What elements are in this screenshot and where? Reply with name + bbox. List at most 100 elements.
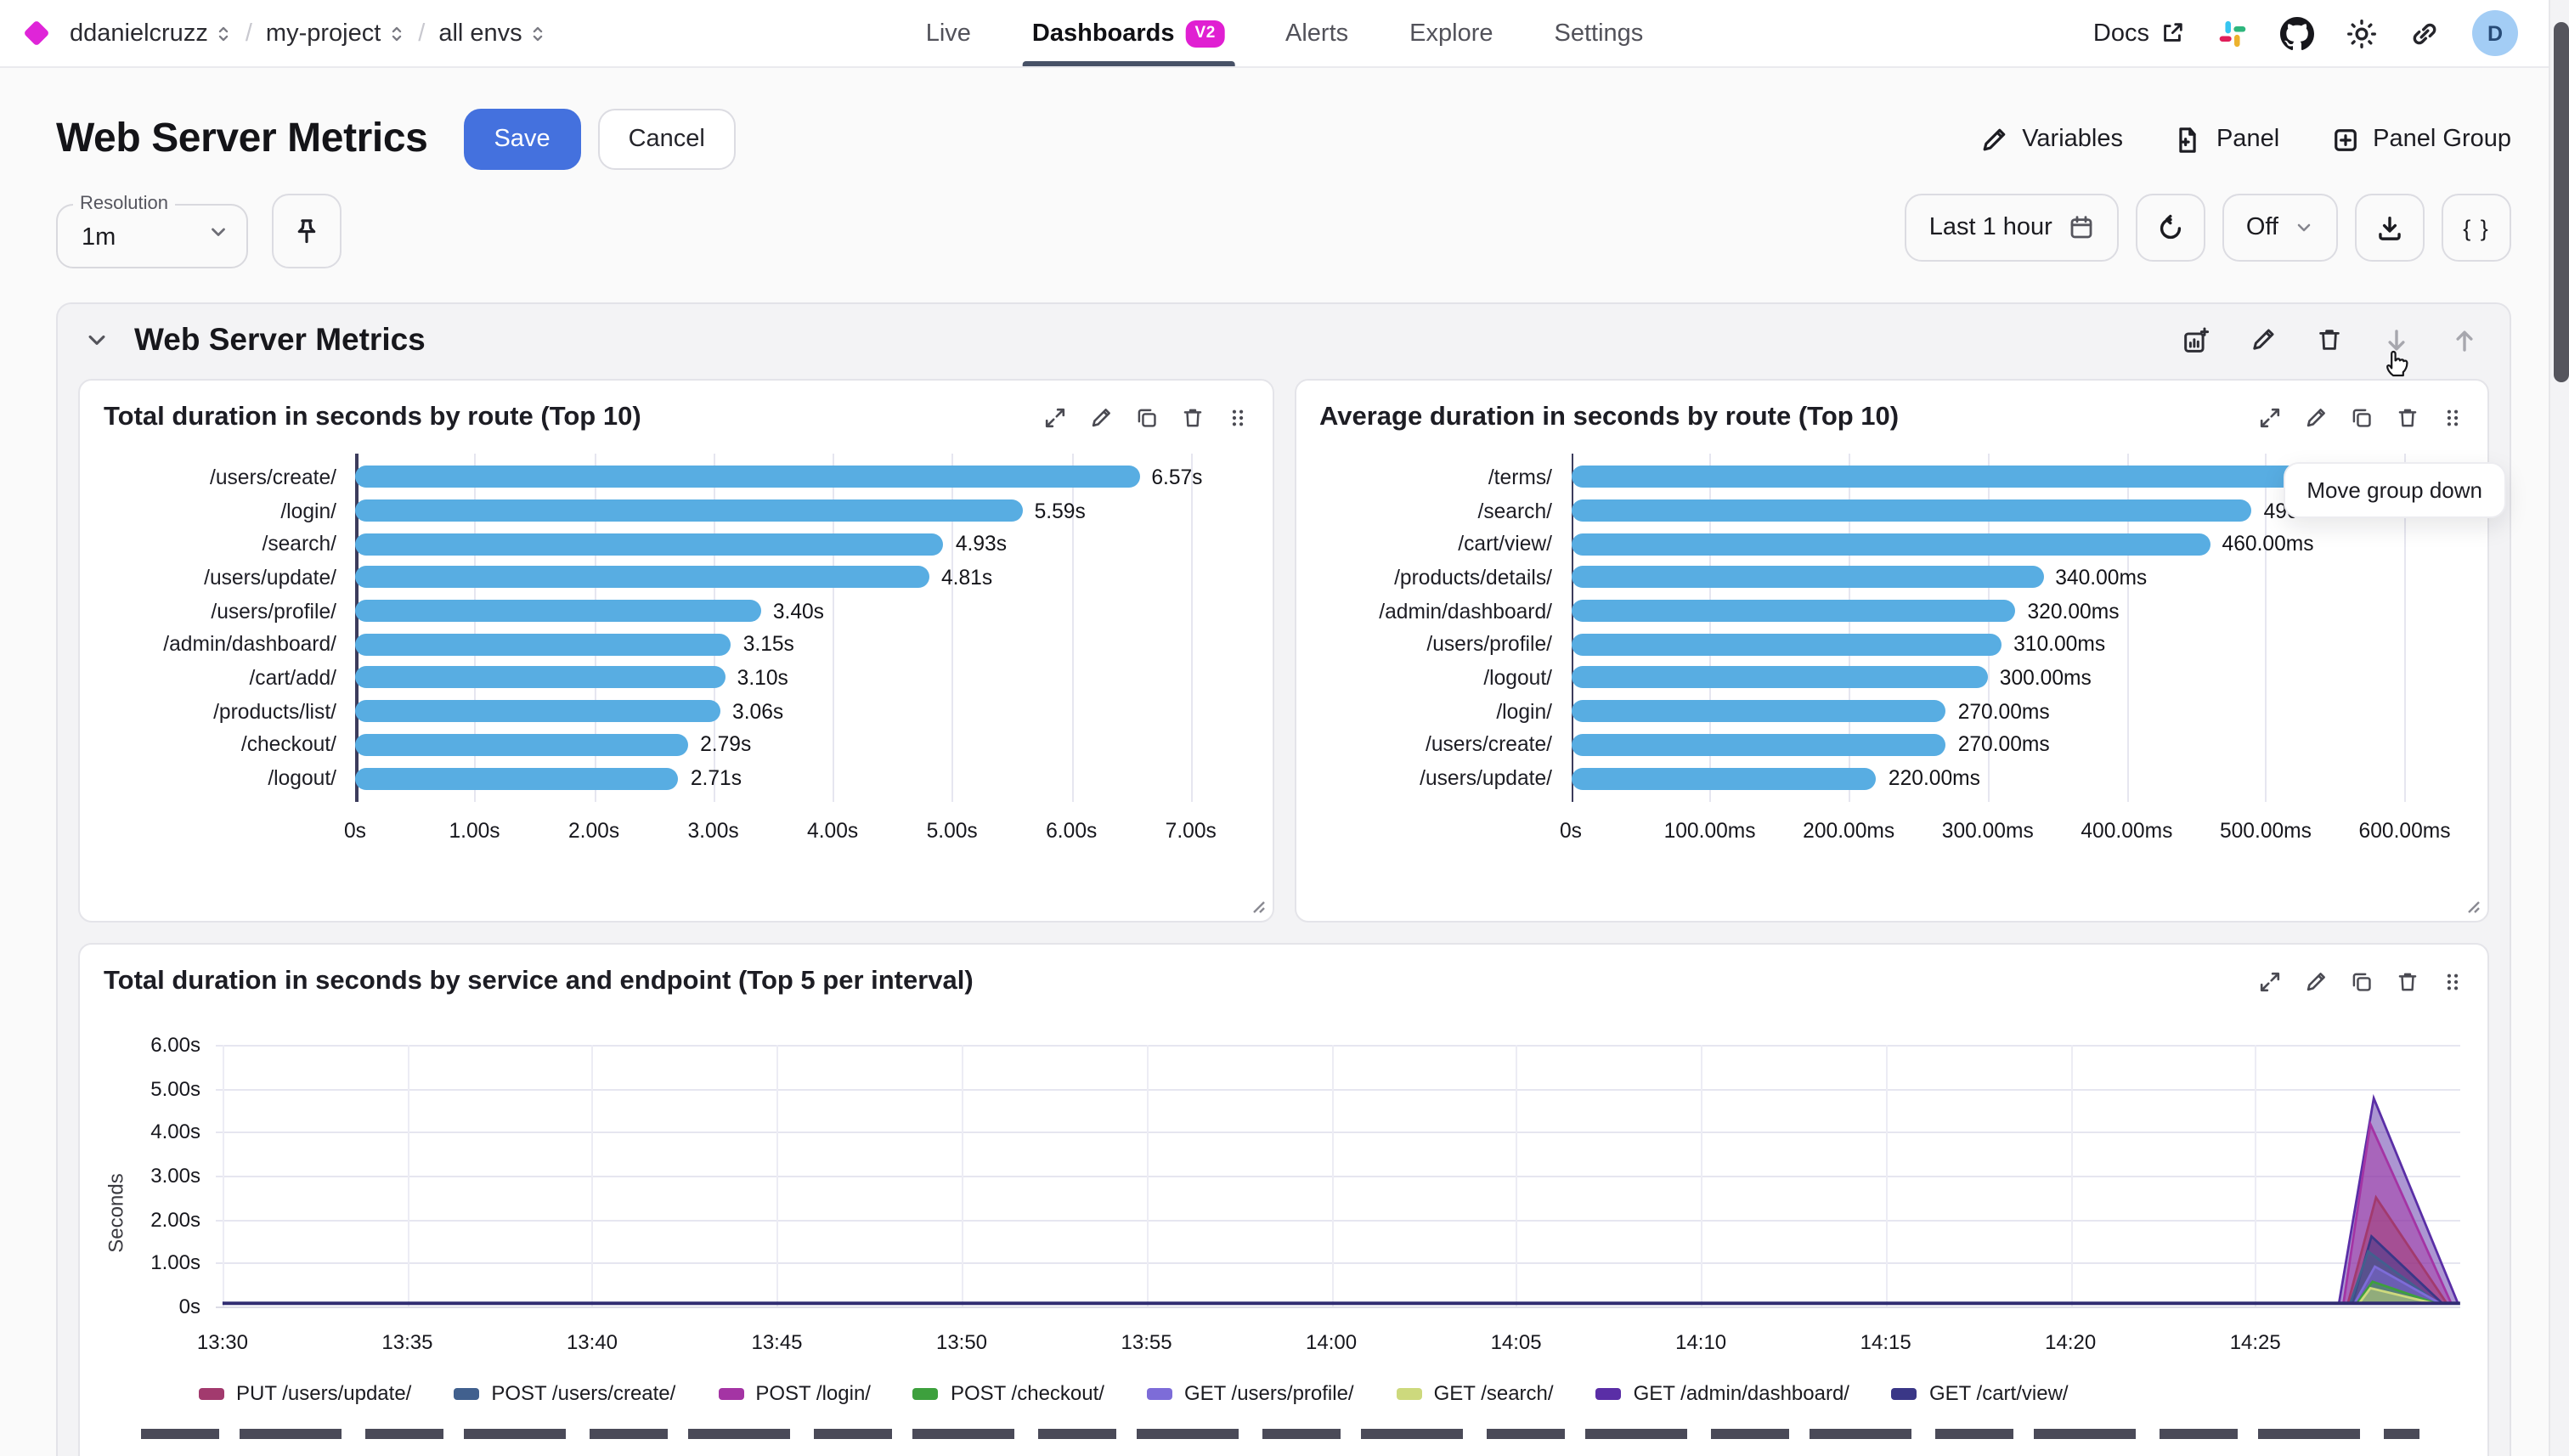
bar[interactable]: 2.79s: [355, 733, 751, 757]
breadcrumb-org-selector[interactable]: ddanielcruzz: [70, 20, 232, 47]
drag-panel-handle[interactable]: [2442, 406, 2464, 430]
bar[interactable]: 340.00ms: [1571, 566, 2147, 590]
bar[interactable]: 3.40s: [355, 599, 824, 623]
bar[interactable]: 3.06s: [355, 699, 783, 723]
bar-value-label: 460.00ms: [2222, 532, 2314, 556]
refresh-button[interactable]: [2135, 194, 2205, 262]
save-button[interactable]: Save: [463, 109, 581, 170]
delete-panel-button[interactable]: [2396, 970, 2419, 994]
expand-panel-button[interactable]: [2258, 406, 2282, 430]
bar[interactable]: 270.00ms: [1571, 733, 2050, 757]
time-range-button[interactable]: Last 1 hour: [1905, 194, 2119, 262]
bar[interactable]: 3.10s: [355, 666, 788, 690]
expand-icon: [2260, 408, 2280, 428]
bar-category-label: /admin/dashboard/: [163, 632, 336, 657]
github-button[interactable]: [2280, 16, 2314, 50]
edit-group-button[interactable]: [2250, 326, 2277, 353]
braces-icon: { }: [2463, 215, 2490, 240]
user-avatar[interactable]: D: [2472, 10, 2518, 56]
legend-item[interactable]: GET /admin/dashboard/: [1595, 1381, 1849, 1405]
bar[interactable]: 460.00ms: [1571, 532, 2314, 556]
drag-panel-handle[interactable]: [2442, 970, 2464, 994]
legend-item[interactable]: POST /login/: [718, 1381, 871, 1405]
tab-live[interactable]: Live: [925, 20, 971, 47]
move-group-down-button[interactable]: [2382, 325, 2411, 354]
breadcrumb-env-label: all envs: [438, 20, 522, 47]
tab-settings[interactable]: Settings: [1554, 20, 1644, 47]
collapse-chevron-icon[interactable]: [85, 328, 109, 352]
delete-panel-button[interactable]: [1180, 406, 1204, 430]
legend-item[interactable]: GET /users/profile/: [1146, 1381, 1354, 1405]
bar[interactable]: 300.00ms: [1571, 666, 2092, 690]
panel-duration-by-service-endpoint: Total duration in seconds by service and…: [78, 943, 2489, 1456]
move-group-up-button[interactable]: [2450, 325, 2479, 354]
bar-category-label: /admin/dashboard/: [1379, 599, 1552, 624]
tab-explore[interactable]: Explore: [1409, 20, 1493, 47]
expand-panel-button[interactable]: [2258, 970, 2282, 994]
bar[interactable]: 6.57s: [355, 466, 1203, 489]
bar[interactable]: 4.81s: [355, 566, 992, 590]
axis-tick-label: 6.00s: [1046, 818, 1098, 843]
share-link-button[interactable]: [2409, 18, 2440, 48]
resolution-select[interactable]: Resolution 1m: [56, 194, 248, 268]
add-panel-to-group-button[interactable]: [2182, 325, 2210, 354]
tab-dashboards[interactable]: Dashboards V2: [1021, 0, 1235, 66]
legend-item[interactable]: POST /users/create/: [454, 1381, 675, 1405]
pin-button[interactable]: [272, 194, 342, 268]
panel-resize-handle[interactable]: [1248, 897, 1265, 914]
export-button[interactable]: [2355, 194, 2425, 262]
delete-group-button[interactable]: [2316, 326, 2343, 353]
duplicate-panel-button[interactable]: [2350, 970, 2374, 994]
delete-panel-button[interactable]: [2396, 406, 2419, 430]
bar[interactable]: 3.15s: [355, 633, 794, 657]
header-actions: Variables Panel Panel Group: [1979, 125, 2511, 154]
file-plus-icon: [2180, 127, 2197, 152]
legend-item[interactable]: GET /search/: [1396, 1381, 1554, 1405]
bar[interactable]: 270.00ms: [1571, 699, 2050, 723]
bar[interactable]: 320.00ms: [1571, 599, 2120, 623]
cancel-button[interactable]: Cancel: [597, 109, 736, 170]
bar[interactable]: 4.93s: [355, 532, 1007, 556]
theme-toggle-button[interactable]: [2346, 18, 2377, 48]
legend-item[interactable]: POST /checkout/: [912, 1381, 1104, 1405]
bar[interactable]: 310.00ms: [1571, 633, 2105, 657]
bar-row: /cart/add/3.10s: [104, 661, 1245, 694]
bar[interactable]: 2.71s: [355, 766, 742, 790]
variables-button[interactable]: Variables: [1979, 125, 2123, 154]
breadcrumb-project-selector[interactable]: my-project: [266, 20, 404, 47]
add-panel-button[interactable]: Panel: [2174, 125, 2279, 154]
tab-alerts[interactable]: Alerts: [1285, 20, 1349, 47]
legend-item[interactable]: GET /cart/view/: [1891, 1381, 2069, 1405]
pencil-icon: [2253, 329, 2274, 350]
vertical-scrollbar[interactable]: [2549, 0, 2569, 1456]
breadcrumb-env-selector[interactable]: all envs: [438, 20, 545, 47]
docs-link[interactable]: Docs: [2093, 20, 2185, 47]
duplicate-panel-button[interactable]: [2350, 406, 2374, 430]
bar-row: /logout/2.71s: [104, 761, 1245, 794]
bar[interactable]: 5.59s: [355, 499, 1086, 522]
bar[interactable]: 220.00ms: [1571, 766, 1980, 790]
expand-panel-button[interactable]: [1042, 406, 1066, 430]
edit-panel-button[interactable]: [2304, 970, 2328, 994]
json-view-button[interactable]: { }: [2442, 194, 2511, 262]
bar[interactable]: 490.00ms: [1571, 499, 2356, 522]
edit-panel-button[interactable]: [2304, 406, 2328, 430]
timeseries-chart: Seconds 0s 1.00s 2.00s 3.00s 4.00s 5.00s 6.00s…: [80, 1004, 2487, 1405]
scrollbar-thumb[interactable]: [2553, 22, 2568, 382]
add-panel-group-button[interactable]: Panel Group: [2330, 125, 2511, 154]
timeseries-series-layer: [222, 1093, 2460, 1306]
edit-panel-button[interactable]: [1088, 406, 1112, 430]
gridline: [1701, 1045, 1703, 1306]
bar[interactable]: 550.00ms: [1571, 466, 2439, 489]
auto-refresh-select[interactable]: Off: [2222, 194, 2338, 262]
slack-community-button[interactable]: [2217, 18, 2248, 48]
panel-resize-handle[interactable]: [2464, 897, 2481, 914]
drag-panel-handle[interactable]: [1226, 406, 1248, 430]
dashboard-controls: Resolution 1m Last 1 hour Off: [0, 170, 2569, 518]
gridline: [1885, 1045, 1888, 1306]
y-axis-tick-label: 3.00s: [150, 1163, 200, 1188]
sun-icon: [2347, 19, 2376, 48]
legend-item[interactable]: PUT /users/update/: [199, 1381, 411, 1405]
gridline: [216, 1306, 2460, 1308]
duplicate-panel-button[interactable]: [1134, 406, 1158, 430]
